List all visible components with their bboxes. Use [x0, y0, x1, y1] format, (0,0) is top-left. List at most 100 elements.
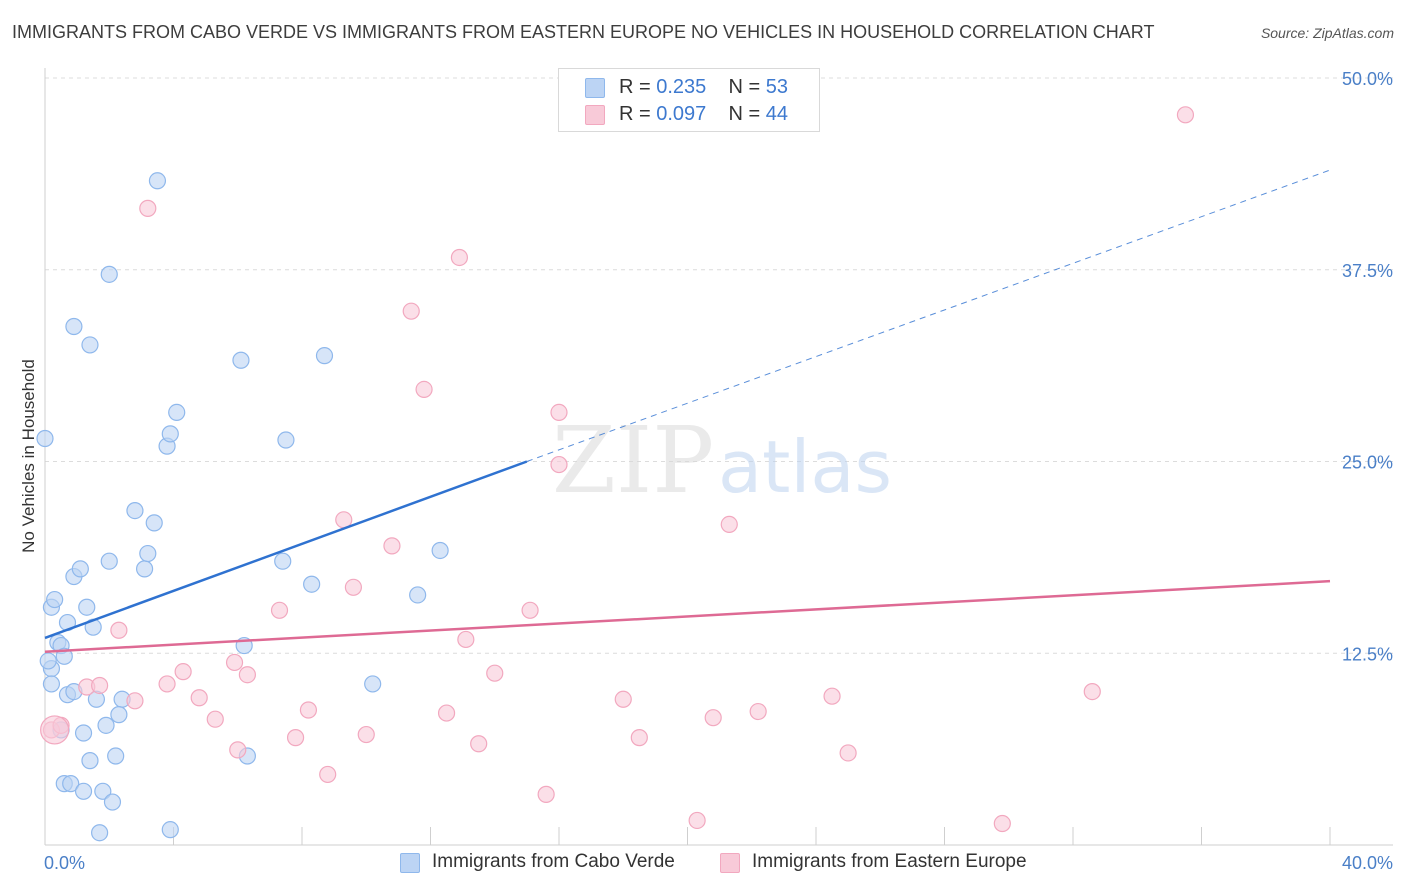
point-cabo-verde — [39, 652, 57, 670]
watermark-zip: ZIP — [552, 407, 714, 514]
legend-r-label: R = — [619, 103, 651, 125]
point-cabo-verde — [100, 265, 118, 283]
point-eastern-europe — [749, 702, 767, 721]
legend-n-value: 44 — [765, 103, 789, 125]
point-cabo-verde — [148, 172, 167, 190]
point-cabo-verde — [78, 598, 96, 616]
y-tick-label: 12.5% — [1342, 644, 1393, 664]
trend-line-cabo-verde-extension — [526, 169, 1331, 462]
chart-source: Source: ZipAtlas.com — [1260, 25, 1394, 41]
point-cabo-verde — [161, 821, 179, 839]
legend-r-value: 0.097 — [656, 103, 707, 125]
point-eastern-europe — [486, 664, 504, 682]
trend-lines — [44, 169, 1331, 653]
point-cabo-verde — [431, 541, 449, 560]
series-legend: Immigrants from Cabo Verde Immigrants fr… — [0, 850, 1406, 880]
legend-swatch-pink — [585, 105, 605, 125]
y-axis-label: No Vehicles in Household — [19, 359, 38, 553]
point-cabo-verde — [91, 824, 109, 842]
series-swatch-pink — [720, 853, 740, 873]
point-eastern-europe — [630, 729, 648, 747]
series-legend-label: Immigrants from Cabo Verde — [432, 851, 675, 872]
point-eastern-europe — [270, 601, 289, 619]
point-eastern-europe — [299, 701, 318, 719]
trend-line-eastern-europe — [44, 579, 1331, 653]
point-cabo-verde — [303, 575, 321, 593]
y-tick-label: 50.0% — [1342, 69, 1393, 89]
point-eastern-europe — [1083, 682, 1101, 701]
point-cabo-verde — [74, 782, 93, 800]
point-eastern-europe — [550, 403, 568, 422]
point-eastern-europe — [537, 785, 555, 803]
legend-r-value: 0.235 — [656, 76, 707, 98]
point-eastern-europe — [550, 455, 568, 474]
point-eastern-europe — [206, 710, 224, 728]
point-eastern-europe — [190, 689, 208, 707]
point-eastern-europe — [319, 765, 337, 784]
point-eastern-europe — [402, 302, 420, 320]
point-cabo-verde — [81, 336, 99, 354]
point-eastern-europe — [1176, 106, 1195, 124]
point-cabo-verde — [145, 514, 163, 532]
point-eastern-europe — [174, 663, 192, 681]
point-cabo-verde — [315, 347, 334, 365]
point-eastern-europe — [344, 578, 362, 596]
data-points — [36, 106, 1195, 842]
point-eastern-europe — [415, 380, 433, 399]
point-cabo-verde — [135, 560, 154, 578]
point-cabo-verde — [274, 552, 292, 570]
trend-line-cabo-verde — [44, 460, 528, 640]
point-eastern-europe — [286, 729, 305, 747]
point-eastern-europe — [993, 814, 1011, 833]
point-cabo-verde — [65, 317, 83, 336]
point-eastern-europe — [110, 621, 128, 639]
point-cabo-verde — [110, 706, 128, 724]
point-eastern-europe — [158, 675, 176, 693]
axes — [44, 68, 1393, 846]
point-eastern-europe — [704, 709, 722, 727]
point-cabo-verde — [232, 351, 250, 369]
point-cabo-verde — [42, 675, 61, 693]
legend-swatch-blue — [585, 78, 605, 98]
point-eastern-europe — [91, 676, 109, 695]
point-cabo-verde — [62, 775, 80, 793]
point-cabo-verde — [364, 675, 382, 693]
point-cabo-verde — [94, 782, 112, 800]
legend-n-value: 53 — [765, 76, 789, 98]
point-cabo-verde — [139, 544, 157, 563]
point-eastern-europe — [688, 811, 706, 830]
point-cabo-verde — [409, 586, 427, 604]
point-eastern-europe — [383, 537, 401, 555]
point-cabo-verde — [36, 429, 54, 448]
point-eastern-europe — [720, 515, 738, 533]
point-cabo-verde — [126, 501, 144, 520]
point-cabo-verde — [71, 560, 89, 578]
point-cabo-verde — [107, 747, 125, 765]
point-eastern-europe — [139, 199, 157, 217]
point-eastern-europe — [450, 248, 469, 267]
series-legend-label: Immigrants from Eastern Europe — [752, 851, 1027, 872]
x-tick-min: 0.0% — [44, 853, 85, 873]
point-eastern-europe — [839, 744, 857, 762]
point-eastern-europe — [823, 687, 841, 705]
y-tick-label: 37.5% — [1342, 261, 1393, 281]
point-cabo-verde — [81, 752, 99, 770]
point-eastern-europe — [437, 704, 456, 722]
legend-r-label: R = — [619, 76, 651, 98]
point-cabo-verde — [46, 590, 64, 609]
legend-n-label: N = — [728, 103, 761, 125]
watermark-atlas: atlas — [718, 425, 892, 509]
point-cabo-verde — [161, 425, 179, 443]
point-eastern-europe — [225, 653, 244, 672]
point-cabo-verde — [74, 724, 93, 742]
point-cabo-verde — [103, 793, 122, 811]
y-tick-label: 25.0% — [1342, 453, 1393, 473]
point-cabo-verde — [277, 431, 295, 449]
y-tick-labels: 12.5% 25.0% 37.5% 50.0% — [1342, 69, 1393, 664]
point-eastern-europe — [521, 601, 539, 619]
point-eastern-europe — [457, 630, 475, 649]
watermark: ZIP atlas — [552, 407, 892, 514]
point-cabo-verde — [100, 552, 118, 570]
point-eastern-europe — [126, 692, 144, 710]
